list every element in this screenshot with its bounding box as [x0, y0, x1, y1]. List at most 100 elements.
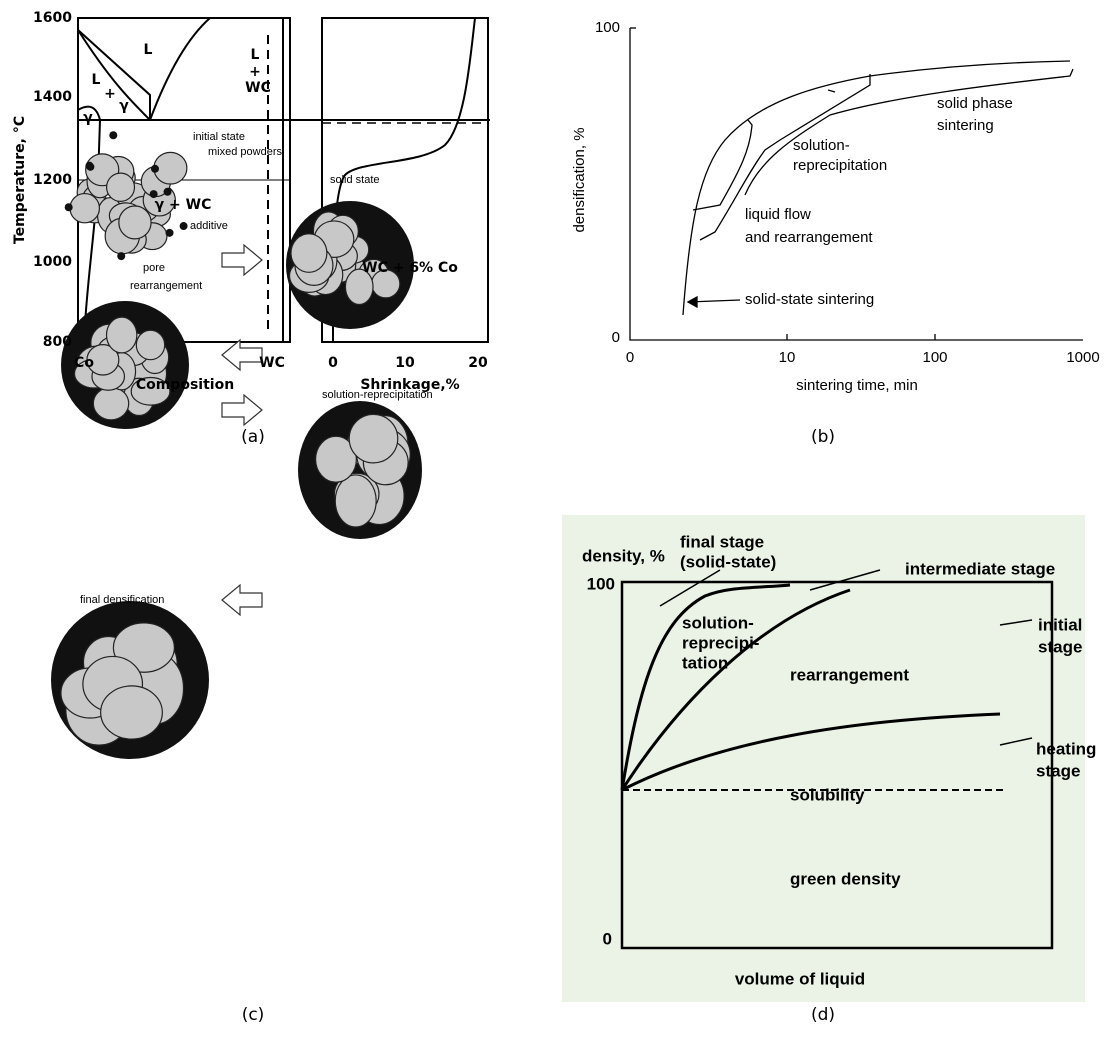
annotation: initial [1038, 615, 1082, 634]
annotation: solid-state sintering [745, 291, 874, 308]
particle [130, 376, 171, 406]
particle [105, 316, 138, 354]
phase-line [149, 17, 211, 121]
panel-c [51, 131, 422, 759]
annotation: reprecipitation [793, 157, 887, 174]
particle [290, 233, 328, 273]
additive [179, 222, 188, 231]
region-label: L [251, 47, 260, 63]
tick-label: 0 [603, 929, 612, 948]
leader [659, 569, 1033, 746]
tick-label: 1000 [33, 254, 72, 270]
caption: (c) [242, 1005, 265, 1025]
plot-frame [321, 17, 489, 343]
label: pore [143, 262, 165, 274]
region-label: γ [83, 110, 93, 126]
additive [85, 161, 94, 170]
caption: (a) [241, 427, 265, 447]
region-label: WC + 6% Co [362, 260, 458, 276]
additive [149, 190, 158, 199]
annotation: intermediate stage [905, 559, 1055, 578]
tick-label: 0 [328, 355, 338, 371]
label: additive [190, 220, 228, 232]
annotation: tation [682, 653, 728, 672]
curve [692, 74, 871, 241]
particle [314, 435, 357, 483]
tick-label: 1200 [33, 172, 72, 188]
region-label: + [104, 86, 116, 102]
curve [621, 712, 1001, 792]
arrow [221, 243, 263, 277]
tick-label: 10 [779, 349, 796, 366]
phase-line [77, 29, 151, 120]
particle [348, 413, 399, 464]
axis-label: density, % [582, 546, 665, 565]
annotation: and rearrangement [745, 229, 873, 246]
phase-line [77, 29, 151, 121]
particle [106, 172, 136, 202]
tick-label: 100 [587, 574, 615, 593]
arrow [221, 583, 263, 617]
annotation: heating [1036, 739, 1096, 758]
curve [620, 588, 851, 791]
particle [112, 622, 175, 673]
particle [118, 205, 152, 240]
region-label: + [249, 64, 261, 80]
tick-label: 1600 [33, 10, 72, 26]
region-label: γ + WC [155, 197, 212, 213]
tick-label: 800 [43, 334, 72, 350]
annotation: solution- [793, 137, 850, 154]
label: rearrangement [130, 280, 202, 292]
annotation: solubility [790, 785, 865, 804]
background [562, 515, 1085, 1002]
annotation: reprecipi- [682, 633, 759, 652]
particle [334, 474, 377, 528]
particle [69, 192, 101, 224]
additive [117, 252, 126, 261]
label: initial state [193, 131, 245, 143]
tick-label: Co [74, 355, 94, 371]
additive [163, 187, 172, 196]
tick-label: 0 [612, 329, 620, 346]
particle [135, 329, 166, 361]
annotation: stage [1038, 637, 1082, 656]
tick-label: 0 [626, 349, 634, 366]
annotation: rearrangement [790, 665, 909, 684]
arrowhead [686, 295, 698, 309]
label: solid state [330, 174, 380, 186]
tick-label: 20 [468, 355, 488, 371]
additive [165, 228, 174, 237]
label: solution-reprecipitation [322, 389, 433, 401]
tick-label: 100 [922, 349, 947, 366]
axis-label: densification, % [571, 127, 588, 232]
tick-label: 1000 [1066, 349, 1099, 366]
annotation: stage [1036, 761, 1080, 780]
caption: (d) [811, 1005, 835, 1025]
particle [86, 344, 120, 376]
annotation: liquid flow [745, 206, 811, 223]
phase-line [77, 105, 102, 343]
annotation: solid phase [937, 95, 1013, 112]
additive [64, 203, 73, 212]
annotation: sintering [937, 117, 994, 134]
tick-label: 1400 [33, 89, 72, 105]
particle [92, 386, 130, 421]
annotation: (solid-state) [680, 552, 776, 571]
axis-label: Composition [136, 377, 234, 393]
axes [629, 28, 1083, 341]
tick-label: 100 [595, 19, 620, 36]
region-label: WC [245, 80, 271, 96]
particle [344, 268, 374, 306]
region-label: L [144, 42, 153, 58]
additive [150, 164, 159, 173]
axis-label: sintering time, min [796, 377, 918, 394]
tick-label: 10 [395, 355, 415, 371]
curve [620, 583, 791, 791]
axis-label: Temperature, °C [12, 116, 28, 244]
axis-label: volume of liquid [735, 969, 865, 988]
annotation: green density [790, 869, 901, 888]
annotation: solution- [682, 613, 754, 632]
curve [744, 68, 1074, 196]
region-label: L [92, 72, 101, 88]
